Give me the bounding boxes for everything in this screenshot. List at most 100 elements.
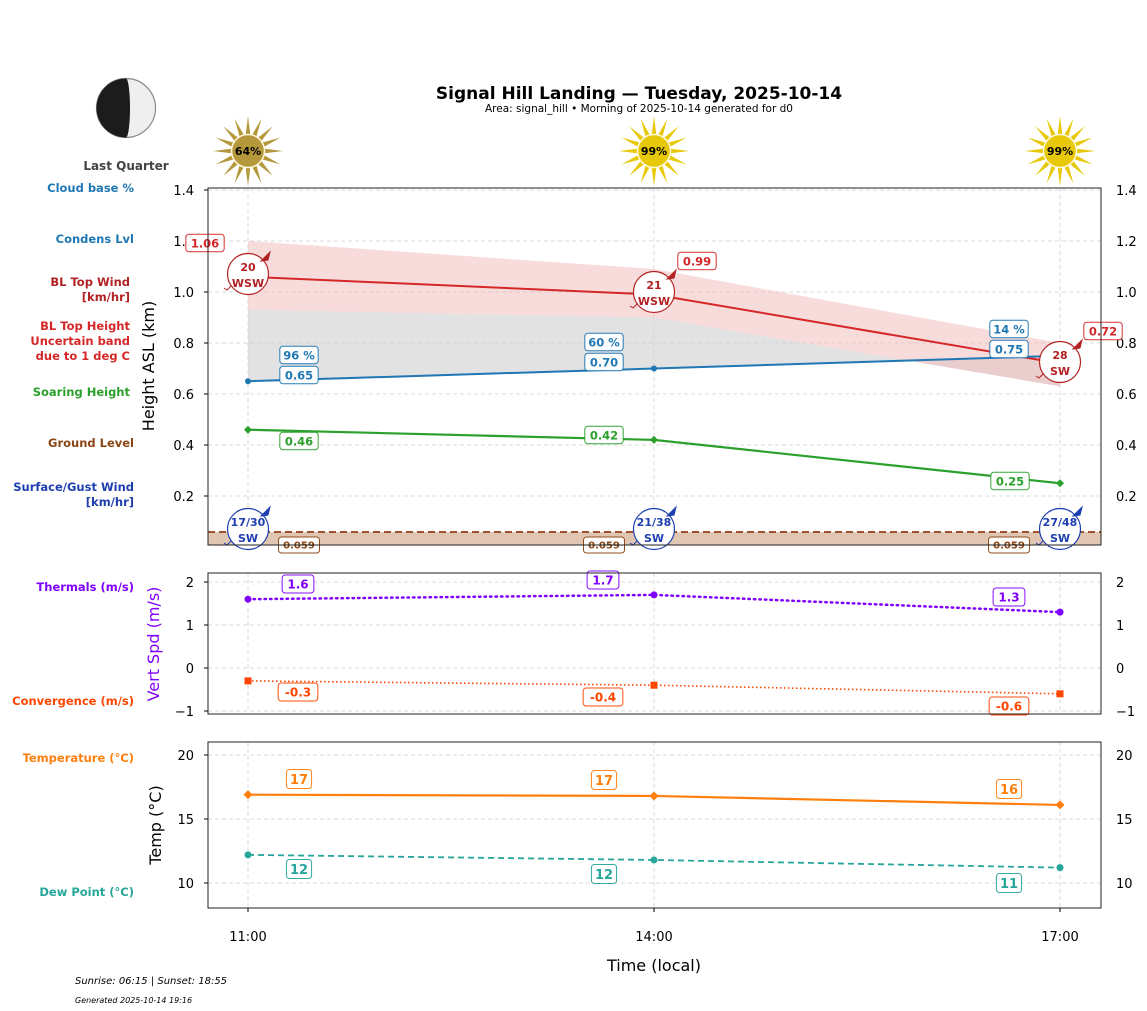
y-tick-label: 1.4 — [173, 184, 194, 199]
wind-arrow-icon — [1071, 505, 1083, 517]
condens-label-box — [989, 339, 1029, 359]
legend-soaring: Soaring Height — [33, 385, 131, 399]
condens-label: 0.75 — [995, 342, 1023, 356]
sun-percent: 64% — [235, 145, 261, 158]
temperature-label: 16 — [1000, 783, 1018, 798]
convergence-label-box — [988, 696, 1030, 716]
cloud-base-label: 60 % — [588, 335, 620, 349]
y-tick-label-right: 1.2 — [1116, 235, 1137, 250]
dew-point-label: 12 — [595, 868, 613, 883]
legend-dew-point: Dew Point (°C) — [39, 885, 134, 899]
y-tick-label: 20 — [177, 749, 194, 764]
temperature-point — [243, 790, 253, 800]
soaring-point — [244, 425, 252, 434]
height-panel: 0.2 0.20.4 0.40.6 0.60.8 0.81.0 1.01.2 1.21.4 1… — [173, 184, 1137, 554]
cloud-base-label: 96 % — [283, 348, 315, 362]
soaring-point — [650, 435, 658, 444]
panel-border — [207, 187, 1102, 546]
convergence-label-box — [582, 687, 624, 707]
y-tick-label-right: 15 — [1116, 813, 1133, 828]
legend-condens-lvl: Condens Lvl — [56, 232, 134, 246]
bl-wind-speed: 20 — [240, 261, 256, 274]
y-tick-label-right: 10 — [1116, 877, 1133, 892]
convergence-label-box — [277, 682, 319, 702]
y-tick-label-right: 0.4 — [1116, 439, 1137, 454]
bl-wind-circle — [632, 270, 676, 314]
dew-point-label-box — [285, 859, 313, 879]
convergence-point — [650, 681, 658, 689]
thermals-label: 1.6 — [287, 577, 308, 591]
thermals-label-box — [992, 587, 1026, 607]
bl-wind-direction: WSW — [232, 277, 264, 290]
dew-point-point — [650, 856, 658, 864]
bl-wind-direction: SW — [1050, 365, 1070, 378]
sun-ray-icon — [213, 116, 283, 186]
wind-tail-icon — [223, 285, 232, 291]
y-tick-label: 0.4 — [173, 439, 194, 454]
dew-point-label: 12 — [290, 863, 308, 878]
y-tick-label-right: 0.2 — [1116, 490, 1137, 505]
thermals-label: 1.7 — [592, 573, 613, 587]
wind-tail-icon — [1035, 373, 1044, 379]
temperature-label-box — [285, 769, 313, 789]
cloud-band — [248, 309, 1060, 387]
x-tick-label: 17:00 — [1041, 930, 1078, 945]
page-subtitle: Area: signal_hill • Morning of 2025-10-1… — [485, 103, 793, 115]
moon-phase-label: Last Quarter — [83, 159, 168, 173]
ground-label: 0.059 — [283, 541, 315, 552]
y-tick-label: 15 — [177, 813, 194, 828]
dew-point-label-box — [995, 873, 1023, 893]
condens-point — [651, 365, 657, 372]
legend-surface-wind: Surface/Gust Wind — [13, 480, 134, 494]
bl-wind-speed: 28 — [1052, 349, 1067, 362]
bl-top-label-box — [1083, 321, 1123, 341]
convergence-point — [1056, 690, 1064, 698]
surface-wind-direction: SW — [644, 532, 664, 545]
thermals-point — [1056, 608, 1064, 616]
sun-ray-icon — [619, 116, 689, 186]
convergence-line — [247, 680, 1061, 695]
panel-border — [207, 572, 1102, 715]
cloud-base-label-box — [989, 319, 1029, 339]
wind-tail-icon — [629, 303, 638, 309]
sun-icons: 64% 99% 99% — [213, 116, 1095, 186]
y-tick-label-right: 1 — [1116, 619, 1124, 634]
bl-top-label-box — [185, 233, 225, 253]
temperature-point — [1055, 800, 1065, 810]
wind-arrow-icon — [665, 505, 677, 517]
cloud-base-label-box — [279, 345, 319, 365]
surface-wind-direction: SW — [1050, 532, 1070, 545]
condens-point — [245, 378, 251, 385]
temperature-label: 17 — [290, 773, 308, 788]
sun-percent: 99% — [641, 145, 667, 158]
thermals-label-box — [586, 570, 620, 590]
convergence-label: -0.6 — [996, 699, 1022, 713]
x-axis-title: Time (local) — [606, 956, 701, 975]
temperature-label-box — [590, 770, 618, 790]
surface-wind-direction: SW — [238, 532, 258, 545]
thermals-point — [650, 591, 658, 599]
side-legend: Cloud base % Condens Lvl BL Top Wind [km… — [12, 181, 134, 899]
soaring-label: 0.25 — [996, 474, 1024, 488]
convergence-label: -0.4 — [590, 690, 616, 704]
surface-wind-speed: 17/30 — [231, 516, 266, 529]
temperature-point — [649, 791, 659, 801]
surface-wind-circle — [632, 507, 676, 551]
y-tick-label: 0.2 — [173, 490, 194, 505]
legend-convergence: Convergence (m/s) — [12, 694, 134, 708]
y-tick-label-right: 0.8 — [1116, 337, 1137, 352]
cloud-base-label-box — [584, 332, 624, 352]
y-tick-label: 10 — [177, 877, 194, 892]
legend-bl-top-3: due to 1 deg C — [36, 349, 130, 363]
soaring-label-box — [279, 431, 319, 451]
y-tick-label: 0 — [186, 662, 194, 677]
generated-time: Generated 2025-10-14 19:16 — [75, 996, 192, 1005]
y-tick-label: 0.8 — [173, 337, 194, 352]
sun-icon — [636, 133, 672, 169]
soaring-label-box — [990, 471, 1030, 491]
wind-arrow-icon — [1071, 338, 1083, 350]
surface-wind-circle — [1038, 507, 1082, 551]
bl-wind-circle — [1038, 340, 1082, 384]
bl-top-label: 1.06 — [191, 236, 219, 250]
